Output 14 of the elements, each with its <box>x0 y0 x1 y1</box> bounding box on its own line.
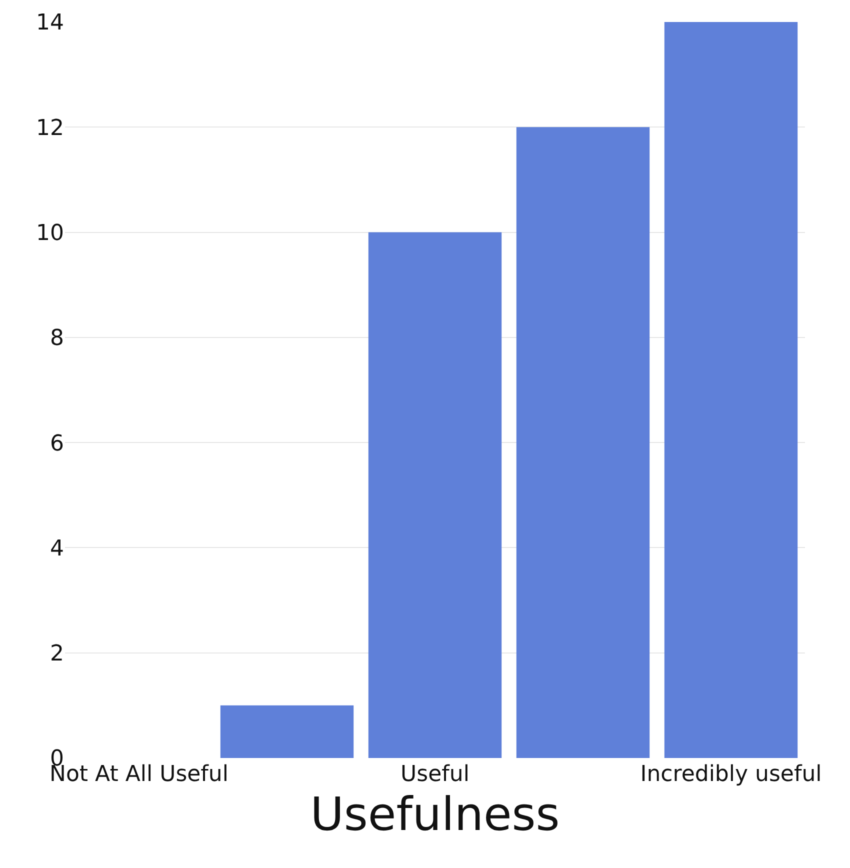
bar <box>220 705 354 758</box>
x-axis-title: Usefulness <box>310 787 560 841</box>
y-tick-label: 4 <box>50 536 64 562</box>
y-tick-label: 2 <box>50 642 64 667</box>
y-tick-label: 14 <box>36 10 64 36</box>
x-tick-label: Incredibly useful <box>640 762 822 787</box>
y-tick-label: 12 <box>36 116 64 141</box>
bar <box>664 22 798 758</box>
y-tick-label: 6 <box>50 431 64 456</box>
bar <box>516 127 650 758</box>
bar <box>368 232 502 758</box>
y-tick-label: 8 <box>50 326 64 352</box>
y-tick-label: 10 <box>36 220 64 246</box>
x-tick-label: Useful <box>400 762 470 787</box>
